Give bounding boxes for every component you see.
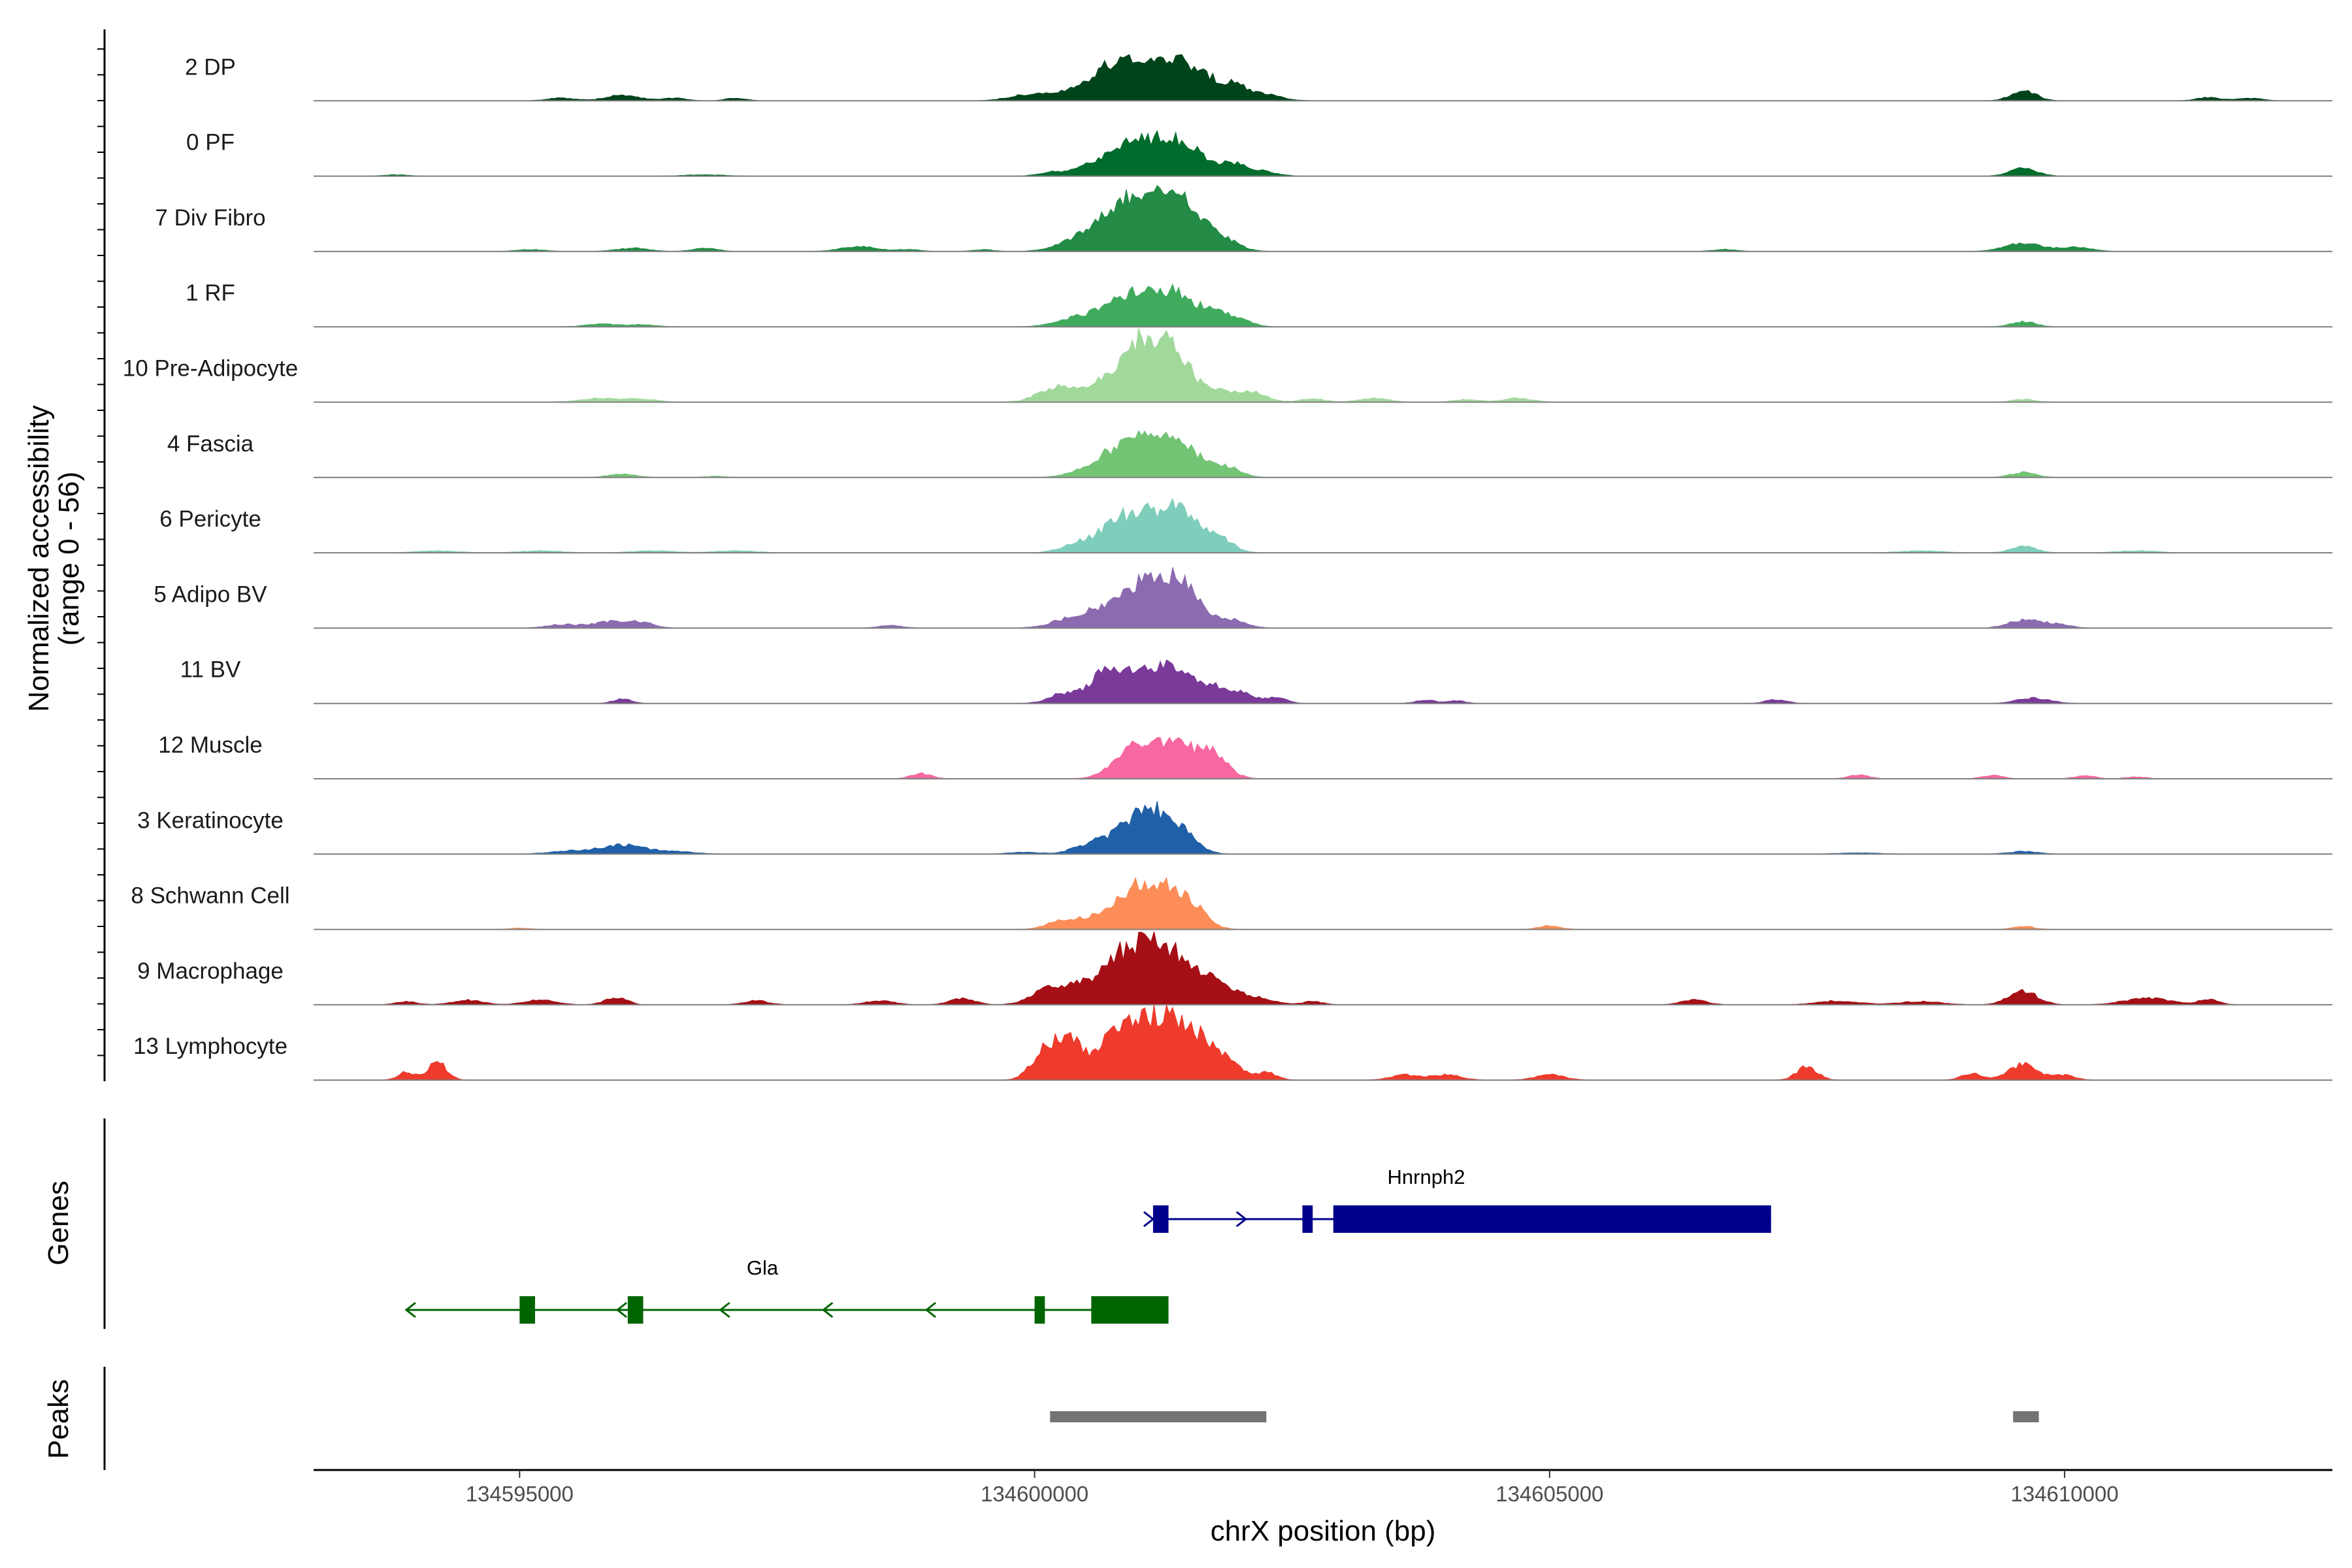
track-label: 12 Muscle: [158, 732, 263, 758]
coverage-track: 12 Muscle: [158, 732, 2332, 779]
coverage-track: 13 Lymphocyte: [133, 1004, 2332, 1081]
gene-name: Gla: [747, 1256, 779, 1279]
x-axis-title: chrX position (bp): [1211, 1515, 1436, 1547]
coverage-track: 6 Pericyte: [159, 497, 2332, 554]
y-axis-title-line1: Normalized accessibility: [23, 405, 55, 711]
coverage-area: [314, 736, 2332, 779]
peaks-track-label: Peaks: [42, 1379, 74, 1459]
gene-model: Hnrnph2: [1143, 1166, 1771, 1233]
gene-exon: [1152, 1205, 1169, 1233]
coverage-area: [314, 54, 2332, 101]
coverage-area: [314, 283, 2332, 327]
coverage-track: 7 Div Fibro: [155, 184, 2332, 252]
track-label: 4 Fascia: [167, 431, 254, 457]
track-label: 5 Adipo BV: [154, 581, 267, 607]
peak-region: [2013, 1411, 2039, 1422]
coverage-area: [314, 876, 2332, 930]
x-tick-label: 134610000: [2011, 1482, 2119, 1506]
strand-arrow-icon: [1235, 1211, 1248, 1228]
y-axis-title-line2: (range 0 - 56): [53, 472, 85, 646]
track-label: 7 Div Fibro: [155, 205, 265, 231]
x-axis: 134595000 134600000 134605000 134610000: [314, 1469, 2332, 1506]
coverage-area: [314, 659, 2332, 704]
coverage-track: 10 Pre-Adipocyte: [123, 328, 2332, 403]
peak-region: [1050, 1411, 1267, 1422]
coverage-track: 9 Macrophage: [137, 931, 2332, 1005]
coverage-track: 0 PF: [186, 129, 2332, 177]
coverage-area: [314, 566, 2332, 629]
gene-exon: [1034, 1296, 1045, 1324]
strand-arrow-icon: [821, 1301, 834, 1318]
track-label: 2 DP: [185, 54, 236, 80]
gene-exon: [627, 1296, 644, 1324]
strand-arrow-icon: [924, 1301, 936, 1318]
gene-name: Hnrnph2: [1388, 1166, 1465, 1188]
peaks-track: [103, 1367, 2039, 1470]
coverage-track: 5 Adipo BV: [154, 566, 2332, 629]
coverage-area: [314, 497, 2332, 553]
coverage-area: [314, 1004, 2332, 1081]
track-label: 0 PF: [186, 130, 235, 155]
track-label: 10 Pre-Adipocyte: [123, 356, 298, 382]
genes-track: Hnrnph2 Gla: [103, 1119, 1771, 1329]
coverage-track: 11 BV: [180, 657, 2332, 704]
coverage-track: 3 Keratinocyte: [137, 800, 2332, 855]
strand-arrow-icon: [1143, 1211, 1155, 1228]
coverage-area: [314, 328, 2332, 402]
track-label: 1 RF: [186, 280, 235, 306]
x-tick-label: 134605000: [1495, 1482, 1603, 1506]
coverage-area: [314, 129, 2332, 177]
track-label: 11 BV: [180, 657, 241, 683]
coverage-area: [314, 931, 2332, 1005]
strand-arrow-icon: [404, 1301, 416, 1318]
genes-track-label: Genes: [42, 1181, 74, 1266]
coverage-area: [314, 184, 2332, 252]
gene-exon: [519, 1296, 535, 1324]
coverage-area: [314, 800, 2332, 855]
coverage-tracks: 2 DP 0 PF 7 Div Fibro 1 RF 10 Pre-Adipocyte 4…: [97, 29, 2332, 1081]
track-label: 8 Schwann Cell: [131, 883, 289, 909]
strand-arrow-icon: [615, 1301, 628, 1318]
x-tick-label: 134600000: [981, 1482, 1088, 1506]
track-label: 3 Keratinocyte: [137, 808, 284, 833]
coverage-track: 2 DP: [185, 54, 2332, 102]
track-label: 9 Macrophage: [137, 958, 284, 984]
gene-exon: [1302, 1205, 1313, 1233]
x-tick-label: 134595000: [466, 1482, 574, 1506]
coverage-track: 8 Schwann Cell: [131, 876, 2332, 930]
track-label: 13 Lymphocyte: [133, 1034, 287, 1059]
gene-model: Gla: [404, 1256, 1169, 1324]
coverage-area: [314, 430, 2332, 478]
coverage-track: 4 Fascia: [167, 430, 2332, 478]
gene-exon: [1333, 1205, 1771, 1233]
gene-exon: [1091, 1296, 1169, 1324]
track-label: 6 Pericyte: [159, 506, 261, 532]
strand-arrow-icon: [719, 1301, 730, 1318]
coverage-track: 1 RF: [186, 280, 2332, 328]
